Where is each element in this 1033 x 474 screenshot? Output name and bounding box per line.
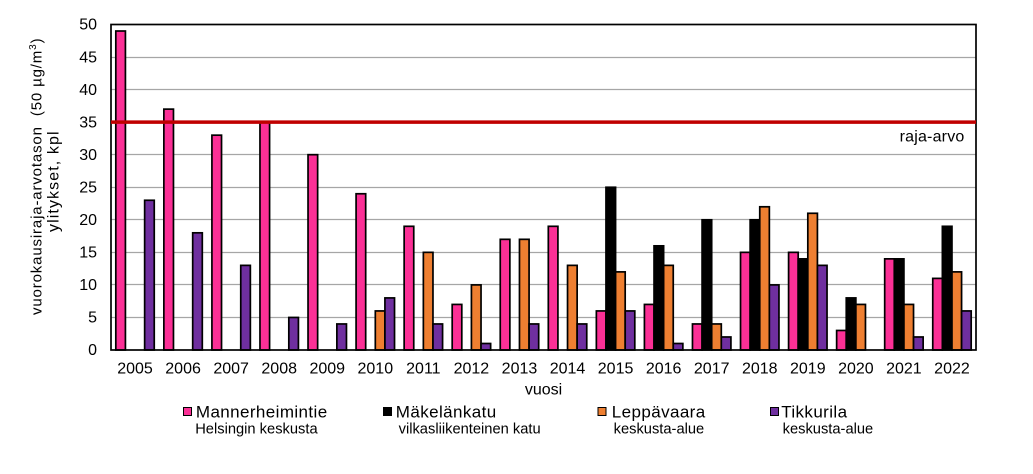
- svg-text:2018: 2018: [742, 361, 778, 378]
- svg-text:0: 0: [88, 342, 97, 359]
- svg-text:Tikkurila: Tikkurila: [781, 403, 847, 422]
- svg-text:Helsingin keskusta: Helsingin keskusta: [195, 422, 318, 438]
- svg-text:keskusta-alue: keskusta-alue: [614, 422, 705, 438]
- svg-text:2015: 2015: [598, 361, 634, 378]
- svg-text:2012: 2012: [454, 361, 490, 378]
- svg-text:2008: 2008: [261, 361, 297, 378]
- svg-text:30: 30: [79, 147, 97, 164]
- svg-text:2013: 2013: [502, 361, 538, 378]
- svg-text:35: 35: [79, 114, 97, 131]
- svg-text:2007: 2007: [213, 361, 249, 378]
- svg-text:2021: 2021: [886, 361, 922, 378]
- svg-text:vuosi: vuosi: [525, 382, 562, 399]
- svg-text:20: 20: [79, 212, 97, 229]
- svg-text:vilkasliikenteinen katu: vilkasliikenteinen katu: [399, 422, 541, 438]
- svg-text:ylitykset, kpl: ylitykset, kpl: [46, 130, 63, 232]
- svg-text:2017: 2017: [694, 361, 730, 378]
- svg-text:keskusta-alue: keskusta-alue: [783, 422, 874, 438]
- svg-text:2005: 2005: [117, 361, 153, 378]
- svg-text:2014: 2014: [550, 361, 586, 378]
- svg-text:2009: 2009: [309, 361, 345, 378]
- svg-text:2006: 2006: [165, 361, 201, 378]
- svg-text:2022: 2022: [934, 361, 970, 378]
- svg-text:50: 50: [79, 17, 97, 34]
- svg-text:2019: 2019: [790, 361, 826, 378]
- svg-text:Leppävaara: Leppävaara: [612, 403, 706, 422]
- svg-text:2010: 2010: [358, 361, 394, 378]
- svg-text:Mannerheimintie: Mannerheimintie: [196, 403, 328, 422]
- svg-text:2016: 2016: [646, 361, 682, 378]
- svg-text:2020: 2020: [838, 361, 874, 378]
- svg-text:2011: 2011: [406, 361, 441, 378]
- svg-text:45: 45: [79, 49, 97, 66]
- svg-text:15: 15: [79, 245, 97, 262]
- svg-text:vuorokausiraja-arvotason (50: vuorokausiraja-arvotason (50 µg/m3): [28, 38, 46, 315]
- svg-text:Mäkelänkatu: Mäkelänkatu: [396, 403, 497, 422]
- svg-text:raja-arvo: raja-arvo: [900, 129, 965, 146]
- svg-text:5: 5: [88, 310, 97, 327]
- svg-text:25: 25: [79, 179, 97, 196]
- svg-text:10: 10: [79, 277, 97, 294]
- svg-text:40: 40: [79, 82, 97, 99]
